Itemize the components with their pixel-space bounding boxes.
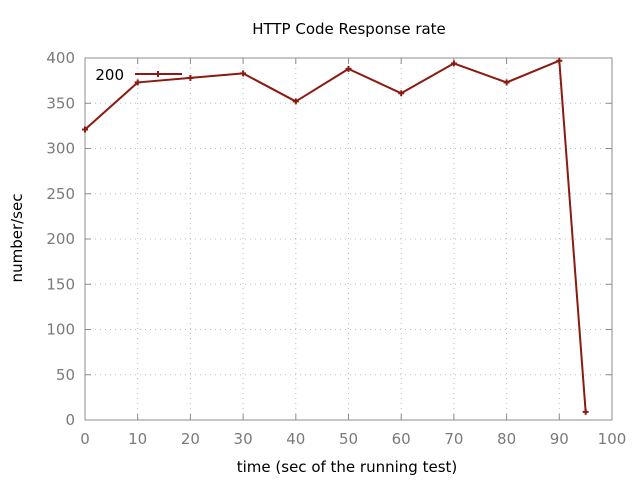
- data-point: [398, 90, 405, 97]
- data-point: [503, 79, 510, 86]
- x-tick-label: 80: [497, 430, 516, 448]
- x-tick-label: 60: [392, 430, 411, 448]
- legend-label: 200: [95, 66, 124, 84]
- x-tick-label: 30: [234, 430, 253, 448]
- y-tick-label: 350: [46, 94, 75, 112]
- x-tick-label: 0: [80, 430, 90, 448]
- x-tick-label: 90: [550, 430, 569, 448]
- y-axis-label: number/sec: [8, 194, 26, 283]
- legend-marker: [155, 71, 161, 77]
- x-tick-label: 70: [444, 430, 463, 448]
- y-tick-label: 50: [56, 366, 75, 384]
- y-axis-ticks: 0 50 100 150 200 250 300 350 400: [46, 49, 612, 429]
- data-point: [240, 70, 247, 77]
- y-tick-label: 150: [46, 275, 75, 293]
- data-point: [134, 79, 141, 86]
- x-tick-label: 20: [181, 430, 200, 448]
- data-point: [345, 65, 352, 72]
- chart-title: HTTP Code Response rate: [252, 20, 446, 38]
- data-point: [556, 57, 563, 64]
- data-point: [187, 74, 194, 81]
- y-tick-label: 300: [46, 140, 75, 158]
- grid: [85, 58, 612, 420]
- data-point: [450, 60, 457, 67]
- legend-sample: [135, 71, 182, 77]
- x-tick-label: 40: [286, 430, 305, 448]
- series-line: [84, 59, 587, 412]
- data-point: [292, 98, 299, 105]
- data-point: [82, 126, 88, 133]
- y-tick-label: 0: [65, 411, 75, 429]
- data-point: [582, 408, 589, 415]
- y-tick-label: 250: [46, 185, 75, 203]
- x-tick-label: 100: [598, 430, 627, 448]
- x-axis-ticks: 0 10 20 30 40 50 60 70 80 90 100: [80, 58, 626, 448]
- y-tick-label: 400: [46, 49, 75, 67]
- x-tick-label: 50: [339, 430, 358, 448]
- y-tick-label: 200: [46, 230, 75, 248]
- x-axis-label: time (sec of the running test): [237, 458, 458, 476]
- x-tick-label: 10: [128, 430, 147, 448]
- y-tick-label: 100: [46, 321, 75, 339]
- legend: 200: [95, 66, 182, 84]
- series-layer: [82, 57, 589, 415]
